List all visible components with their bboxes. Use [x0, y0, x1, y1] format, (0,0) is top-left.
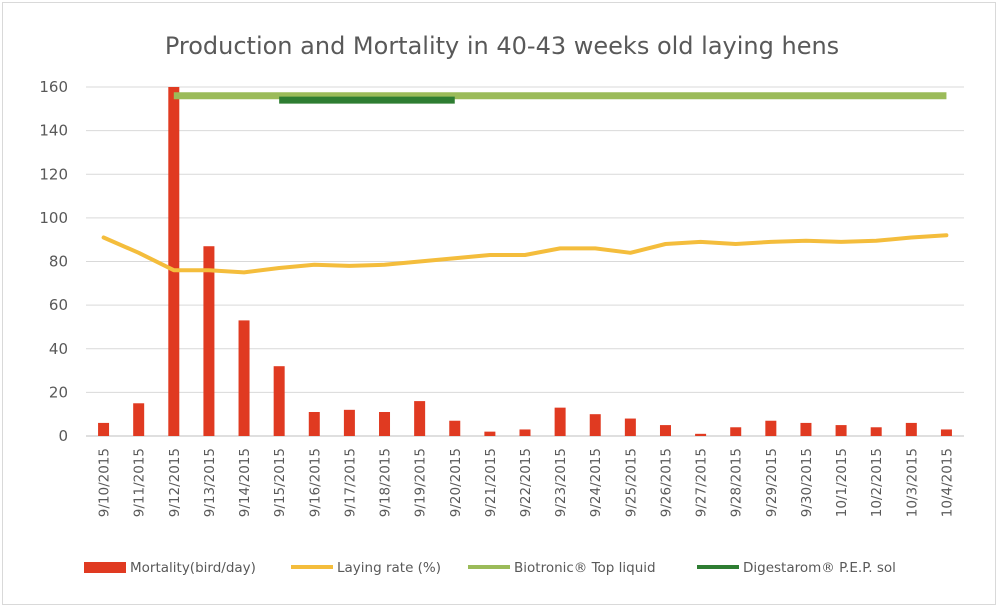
mortality-bar	[905, 422, 917, 436]
y-tick-label: 40	[49, 340, 68, 358]
mortality-bar	[730, 427, 742, 436]
y-tick-label: 20	[49, 383, 68, 401]
y-tick-label: 0	[58, 427, 68, 445]
x-tick-label: 10/1/2015	[834, 448, 850, 517]
x-tick-label: 9/19/2015	[413, 448, 429, 517]
x-tick-label: 9/14/2015	[237, 448, 253, 517]
mortality-bar	[800, 422, 812, 436]
legend-label: Biotronic® Top liquid	[514, 560, 656, 576]
mortality-bar	[554, 407, 566, 436]
legend-label: Mortality(bird/day)	[130, 560, 256, 576]
x-tick-label: 9/18/2015	[378, 448, 394, 517]
laying-rate-line	[101, 233, 949, 275]
x-tick-label: 9/24/2015	[588, 448, 604, 517]
x-tick-label: 9/15/2015	[272, 448, 288, 517]
x-axis-ticks: 9/10/2015 9/11/2015 9/12/2015 9/13/2015 9/14…	[97, 448, 956, 517]
mortality-bar	[659, 425, 671, 436]
mortality-bar	[414, 401, 426, 436]
mortality-bar	[519, 429, 531, 436]
x-tick-label: 9/28/2015	[729, 448, 745, 517]
x-tick-label: 9/22/2015	[518, 448, 534, 517]
mortality-bar	[238, 320, 250, 436]
mortality-bar	[870, 427, 882, 436]
mortality-bar	[168, 87, 180, 436]
laying-rate-series-line	[101, 233, 949, 275]
x-tick-label: 10/4/2015	[939, 448, 955, 517]
x-tick-label: 9/21/2015	[483, 448, 499, 517]
x-tick-label: 9/27/2015	[694, 448, 710, 517]
y-tick-label: 160	[39, 78, 68, 96]
mortality-bar	[484, 431, 496, 436]
gridlines	[86, 86, 964, 437]
x-tick-label: 9/11/2015	[132, 448, 148, 517]
x-tick-label: 9/10/2015	[97, 448, 113, 517]
mortality-bar	[449, 420, 461, 436]
mortality-bar	[308, 412, 320, 436]
x-tick-label: 9/29/2015	[764, 448, 780, 517]
y-axis-ticks: 0 20 40 60 80 100 120 140 160	[39, 78, 68, 445]
mortality-bar	[98, 422, 110, 436]
x-tick-label: 9/26/2015	[658, 448, 674, 517]
mortality-bar	[379, 412, 391, 436]
mortality-bar	[133, 403, 145, 436]
mortality-bar	[695, 433, 707, 436]
mortality-bar	[624, 418, 636, 436]
y-tick-label: 80	[49, 253, 68, 271]
legend: Mortality(bird/day) Laying rate (%) Biotro…	[84, 560, 896, 576]
legend-label: Laying rate (%)	[337, 560, 441, 576]
mortality-bar	[835, 425, 847, 436]
chart-title: Production and Mortality in 40-43 weeks …	[165, 32, 839, 60]
y-tick-label: 60	[49, 296, 68, 314]
x-tick-label: 9/23/2015	[553, 448, 569, 517]
x-tick-label: 10/2/2015	[869, 448, 885, 517]
legend-label: Digestarom® P.E.P. sol	[743, 560, 896, 576]
x-tick-label: 9/20/2015	[448, 448, 464, 517]
x-tick-label: 9/16/2015	[307, 448, 323, 517]
y-tick-label: 120	[39, 165, 68, 183]
y-tick-label: 100	[39, 209, 68, 227]
mortality-bar	[203, 246, 215, 436]
x-tick-label: 9/17/2015	[342, 448, 358, 517]
treatment-ranges	[173, 92, 947, 104]
x-tick-label: 9/12/2015	[167, 448, 183, 517]
mortality-bar	[589, 414, 601, 436]
x-tick-label: 9/30/2015	[799, 448, 815, 517]
legend-swatch-mortality	[84, 562, 126, 573]
x-tick-label: 9/13/2015	[202, 448, 218, 517]
mortality-bar	[765, 420, 777, 436]
mortality-bar	[343, 409, 355, 436]
mortality-bar	[273, 366, 285, 436]
x-tick-label: 9/25/2015	[623, 448, 639, 517]
mortality-bar	[940, 429, 952, 436]
y-tick-label: 140	[39, 122, 68, 140]
x-tick-label: 10/3/2015	[904, 448, 920, 517]
mortality-bars	[98, 87, 952, 436]
